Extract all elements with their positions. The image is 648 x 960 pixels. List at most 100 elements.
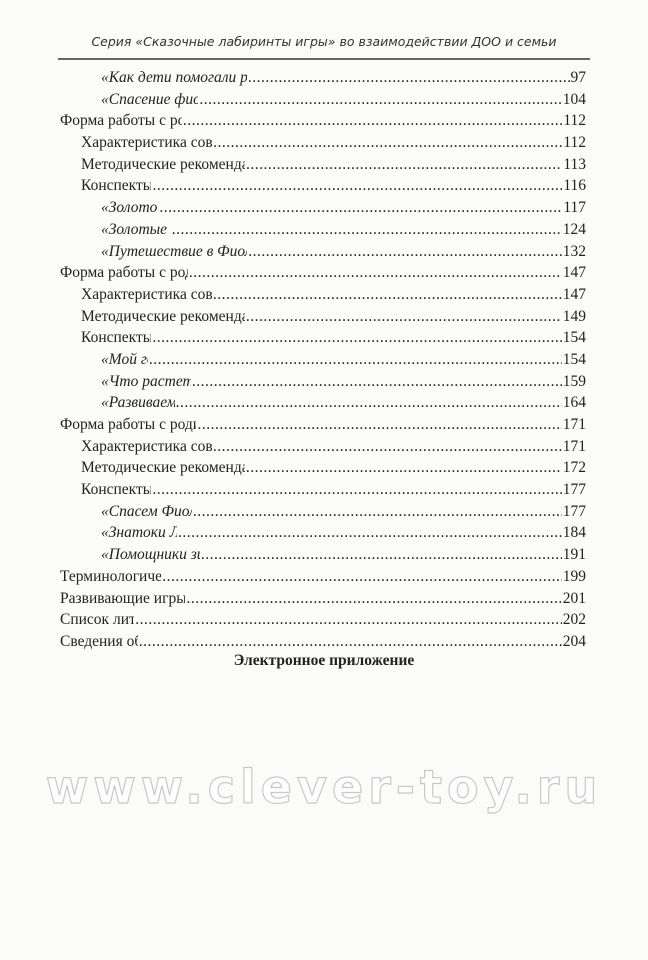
toc-entry: Характеристика совместной деятельности 14…	[60, 284, 586, 306]
appendix-title: Электронное приложение	[233, 652, 415, 669]
toc-entry: Методические рекомендации по подготовке …	[60, 457, 586, 479]
toc-entry-title: Форма работы с родителями «КВН»	[60, 112, 182, 130]
toc-entry-page: 147	[562, 285, 586, 303]
toc-entry-page: 147	[562, 264, 586, 282]
toc-dot-leader	[149, 349, 562, 371]
toc-dot-leader	[186, 588, 561, 610]
toc-entry-title: «Спасение фиолетового леса»	[101, 90, 198, 108]
toc-entry: «Как дети помогали расколдовать ворона М…	[60, 67, 586, 89]
toc-dot-leader	[192, 371, 562, 393]
toc-entry-page: 116	[563, 177, 586, 195]
toc-entry-page: 177	[562, 502, 586, 520]
toc-entry-title: Характеристика совместной деятельности	[81, 285, 212, 303]
toc-dot-leader	[213, 132, 562, 154]
toc-entry-page: 154	[562, 329, 586, 347]
toc-dot-leader	[201, 544, 562, 566]
toc-entry-title: «Золотые ключики»	[101, 220, 171, 238]
toc-entry-page: 97	[570, 69, 587, 86]
toc-entry: «Спасение фиолетового леса» 104	[60, 89, 586, 111]
toc-dot-leader	[135, 609, 562, 631]
toc-entry-page: 112	[563, 134, 586, 152]
toc-entry-title: Характеристика совместной деятельности	[81, 437, 212, 455]
toc-entry-page: 124	[562, 220, 586, 238]
toc-entry-page: 171	[562, 437, 586, 455]
toc-entry-title: Форма работы с родителями «Викторина»	[60, 416, 196, 433]
toc-entry-title: Терминологический словарь	[60, 567, 162, 585]
toc-entry: Развивающие игры В.В. Воскобовича 201	[60, 588, 586, 610]
toc-entry: Конспекты занятий 154	[60, 327, 586, 349]
toc-entry-page: 159	[562, 372, 586, 390]
table-of-contents: «Как дети помогали расколдовать ворона М…	[60, 67, 586, 653]
toc-dot-leader	[172, 219, 562, 241]
toc-entry: Характеристика совместной деятельности 17…	[60, 436, 586, 458]
toc-entry: Конспекты занятий 116	[60, 175, 586, 197]
toc-dot-leader	[213, 284, 562, 306]
toc-dot-leader	[248, 241, 562, 263]
toc-entry-page: 113	[563, 155, 586, 173]
toc-entry-title: Конспекты занятий	[81, 177, 152, 195]
toc-entry-page: 172	[562, 459, 586, 477]
toc-entry: «Путешествие в Фиолетовый лес: в поисках…	[60, 241, 586, 263]
toc-dot-leader	[152, 327, 561, 349]
toc-entry-title: Форма работы с родителями «Проект»	[60, 264, 188, 282]
toc-entry-page: 104	[562, 90, 586, 108]
toc-entry: Форма работы с родителями «Проект» 147	[60, 262, 586, 284]
toc-dot-leader	[246, 154, 562, 176]
toc-dot-leader	[152, 479, 561, 501]
toc-entry-title: Методические рекомендации по подготовке …	[81, 155, 245, 173]
toc-entry-page: 191	[562, 546, 586, 564]
toc-entry: Форма работы с родителями «Викторина» 171	[60, 414, 586, 436]
toc-entry-title: Характеристика совместной деятельности	[81, 134, 213, 152]
toc-entry-page: 204	[562, 632, 586, 650]
watermark: www.clever-toy.ru	[45, 759, 603, 814]
toc-entry: «Золотые ключики» 124	[60, 219, 586, 241]
toc-entry: «Мой город» 154	[60, 349, 586, 371]
toc-entry: «Что растет у нас в саду» 159	[60, 371, 586, 393]
running-header: Серия «Сказочные лабиринты игры» во взаи…	[91, 34, 557, 49]
toc-entry: «Знатоки Лукоморья» 184	[60, 522, 586, 544]
toc-dot-leader	[213, 436, 562, 458]
toc-entry: Конспекты занятий 177	[60, 479, 586, 501]
toc-entry-title: «Спасем Фиолетовый лес!»	[101, 502, 192, 520]
toc-entry-title: «Знатоки Лукоморья»	[101, 524, 177, 542]
toc-dot-leader	[248, 67, 570, 89]
toc-entry-page: 177	[562, 481, 586, 499]
toc-dot-leader	[159, 197, 562, 219]
toc-dot-leader	[178, 522, 562, 544]
toc-dot-leader	[197, 414, 561, 436]
toc-entry: Сведения об авторах 204	[60, 631, 586, 653]
toc-entry-title: Список литературы	[60, 611, 135, 629]
toc-entry-page: 132	[562, 242, 586, 260]
toc-entry-page: 171	[562, 416, 586, 433]
toc-entry-title: Сведения об авторах	[60, 632, 138, 650]
toc-entry: Методические рекомендации по подготовке …	[60, 306, 586, 328]
toc-dot-leader	[246, 457, 562, 479]
toc-dot-leader	[199, 89, 561, 111]
toc-entry-page: 201	[562, 589, 586, 607]
toc-entry-title: Методические рекомендации по подготовке …	[81, 459, 245, 477]
toc-dot-leader	[183, 110, 562, 132]
toc-entry-title: Развивающие игры В.В. Воскобовича	[60, 589, 186, 607]
toc-entry: Характеристика совместной деятельности 11…	[60, 132, 586, 154]
toc-entry: Список литературы 202	[60, 609, 586, 631]
toc-entry: Форма работы с родителями «КВН» 112	[60, 110, 586, 132]
toc-entry: Методические рекомендации по подготовке …	[60, 154, 586, 176]
toc-dot-leader	[162, 566, 562, 588]
toc-dot-leader	[152, 175, 562, 197]
toc-entry-title: «Путешествие в Фиолетовый лес: в поисках…	[101, 242, 247, 260]
toc-entry-page: 112	[563, 112, 586, 130]
toc-entry-title: «Развиваемся, играя»	[101, 394, 175, 412]
toc-entry-title: «Мой город»	[101, 350, 148, 368]
toc-entry-page: 199	[562, 567, 586, 585]
toc-entry-title: Конспекты занятий	[81, 481, 152, 499]
toc-entry-page: 164	[562, 394, 586, 412]
header-rule	[58, 58, 590, 60]
toc-entry-title: Конспекты занятий	[81, 329, 152, 347]
toc-entry-title: Методические рекомендации по подготовке …	[81, 307, 245, 325]
toc-entry: «Спасем Фиолетовый лес!» 177	[60, 501, 586, 523]
toc-entry-page: 117	[563, 199, 586, 217]
toc-entry-page: 184	[562, 524, 586, 542]
toc-dot-leader	[139, 631, 562, 653]
toc-entry: Терминологический словарь 199	[60, 566, 586, 588]
toc-dot-leader	[189, 262, 562, 284]
